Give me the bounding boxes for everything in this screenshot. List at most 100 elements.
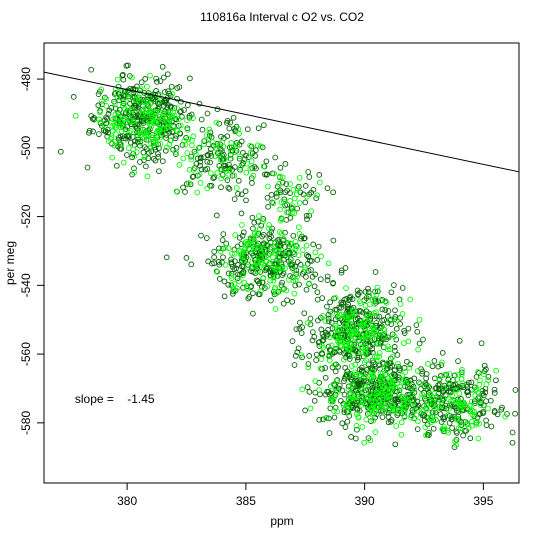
data-point xyxy=(333,306,340,313)
data-point xyxy=(232,164,238,170)
data-point xyxy=(372,409,378,416)
data-point xyxy=(260,163,267,170)
data-point xyxy=(306,280,312,287)
data-point xyxy=(284,240,291,246)
data-point xyxy=(157,134,164,141)
data-point xyxy=(219,139,225,146)
data-point xyxy=(322,365,329,371)
data-point xyxy=(355,350,362,357)
data-point xyxy=(240,160,247,166)
data-point xyxy=(234,275,241,282)
data-point xyxy=(198,166,205,173)
data-point xyxy=(391,344,398,350)
data-point xyxy=(247,165,254,172)
data-point xyxy=(346,294,353,301)
data-point xyxy=(363,416,370,423)
data-point xyxy=(129,134,136,140)
data-point xyxy=(273,190,280,197)
data-point xyxy=(199,126,206,133)
data-point xyxy=(153,88,159,94)
data-point xyxy=(110,128,116,134)
data-point xyxy=(142,76,149,82)
data-point xyxy=(348,363,355,369)
data-point xyxy=(269,254,276,261)
data-point xyxy=(190,166,197,173)
data-point xyxy=(388,289,395,296)
data-point xyxy=(512,387,519,393)
data-point xyxy=(262,171,268,178)
data-point xyxy=(215,259,222,265)
data-point xyxy=(211,248,218,255)
data-point xyxy=(296,231,303,237)
data-point xyxy=(228,275,235,281)
data-point xyxy=(381,392,388,399)
data-point xyxy=(378,377,385,383)
data-point xyxy=(343,403,350,410)
data-point xyxy=(369,335,376,342)
data-point xyxy=(143,146,150,152)
data-point xyxy=(214,268,221,275)
data-point xyxy=(86,129,92,136)
data-point xyxy=(153,109,160,116)
data-point xyxy=(465,379,472,386)
data-point xyxy=(216,261,223,268)
data-point xyxy=(213,145,220,151)
data-point xyxy=(261,247,267,254)
data-point xyxy=(347,396,354,402)
data-point xyxy=(217,248,224,255)
data-point xyxy=(301,235,308,241)
data-point xyxy=(400,396,407,403)
data-point xyxy=(350,304,357,311)
data-point xyxy=(395,363,402,370)
data-point xyxy=(333,385,339,392)
data-point xyxy=(317,276,324,283)
data-point xyxy=(411,407,418,414)
data-point xyxy=(448,402,455,408)
data-point xyxy=(426,432,432,438)
data-point xyxy=(357,372,363,379)
data-point xyxy=(401,330,408,336)
data-point xyxy=(491,409,498,416)
data-point xyxy=(391,333,398,340)
data-point xyxy=(207,150,213,156)
data-point xyxy=(487,397,494,404)
data-point xyxy=(483,422,490,428)
data-point xyxy=(423,432,429,439)
data-point xyxy=(224,117,231,124)
data-point xyxy=(281,196,288,203)
data-point xyxy=(421,383,428,390)
data-point xyxy=(280,236,287,242)
data-point xyxy=(304,320,311,326)
data-point xyxy=(407,361,414,368)
data-point xyxy=(392,307,398,314)
data-point xyxy=(355,381,362,388)
data-point xyxy=(364,311,371,317)
data-point xyxy=(435,390,442,397)
data-point xyxy=(324,303,330,310)
data-point xyxy=(396,390,403,396)
data-point xyxy=(413,322,420,328)
data-point xyxy=(302,183,309,189)
data-point xyxy=(144,83,150,90)
data-point xyxy=(284,297,290,304)
data-point xyxy=(365,334,372,341)
data-point xyxy=(272,239,279,246)
data-point xyxy=(465,392,472,399)
data-point xyxy=(181,107,187,113)
data-point xyxy=(309,329,316,335)
data-point xyxy=(226,186,233,192)
data-point xyxy=(206,135,213,142)
data-point xyxy=(423,375,429,382)
data-point xyxy=(220,254,226,261)
data-point xyxy=(391,408,398,415)
data-point xyxy=(355,337,362,344)
data-point xyxy=(346,413,353,419)
data-point xyxy=(348,434,354,440)
data-point xyxy=(307,405,314,412)
data-point xyxy=(136,142,143,149)
data-point xyxy=(379,317,385,324)
data-point xyxy=(326,430,333,436)
data-point xyxy=(362,373,369,380)
data-point xyxy=(237,249,244,255)
data-point xyxy=(155,154,162,160)
